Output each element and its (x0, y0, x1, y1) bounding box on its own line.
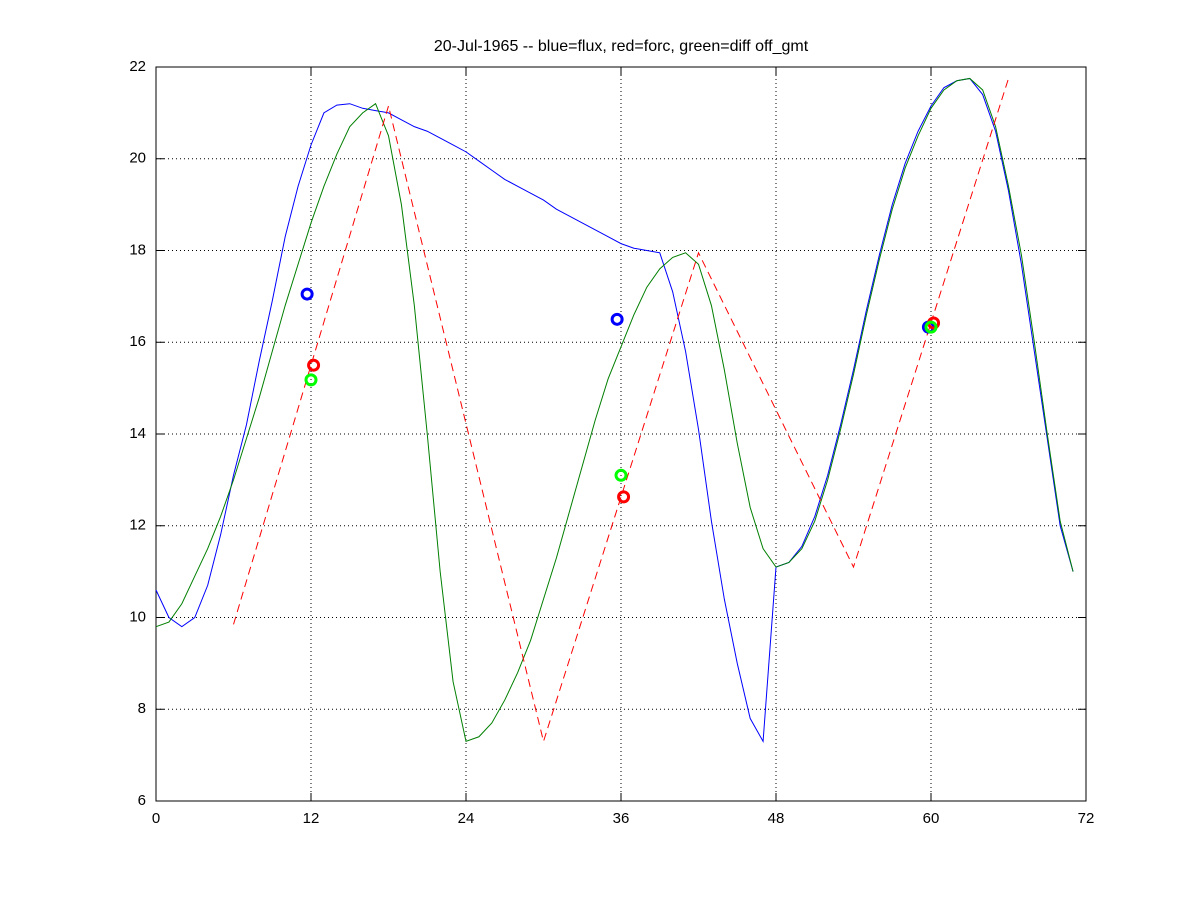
axes-box (155, 66, 1087, 802)
point-marker (614, 468, 628, 482)
y-tick-label: 10 (129, 608, 146, 625)
point-marker (617, 490, 631, 504)
point-marker (300, 287, 314, 301)
line-series (155, 77, 1074, 744)
y-tick-label: 14 (129, 425, 146, 442)
x-tick-label: 72 (1078, 810, 1095, 827)
x-tick-label: 12 (303, 810, 320, 827)
line-series (155, 77, 1074, 743)
y-tick-label: 16 (129, 333, 146, 350)
x-tick-label: 36 (613, 810, 630, 827)
point-marker (304, 373, 318, 387)
y-tick-label: 8 (138, 700, 146, 717)
x-tick-label: 0 (152, 810, 160, 827)
y-tick-label: 22 (129, 58, 146, 75)
x-tick-label: 48 (768, 810, 785, 827)
y-tick-label: 18 (129, 241, 146, 258)
point-marker (307, 358, 321, 372)
point-marker (610, 312, 624, 326)
y-tick-label: 20 (129, 150, 146, 167)
x-tick-label: 60 (923, 810, 940, 827)
chart-title: 20-Jul-1965 -- blue=flux, red=forc, gree… (434, 38, 809, 55)
y-tick-label: 12 (129, 517, 146, 534)
y-tick-label: 6 (138, 792, 146, 809)
point-marker (924, 320, 938, 334)
x-tick-label: 24 (458, 810, 475, 827)
